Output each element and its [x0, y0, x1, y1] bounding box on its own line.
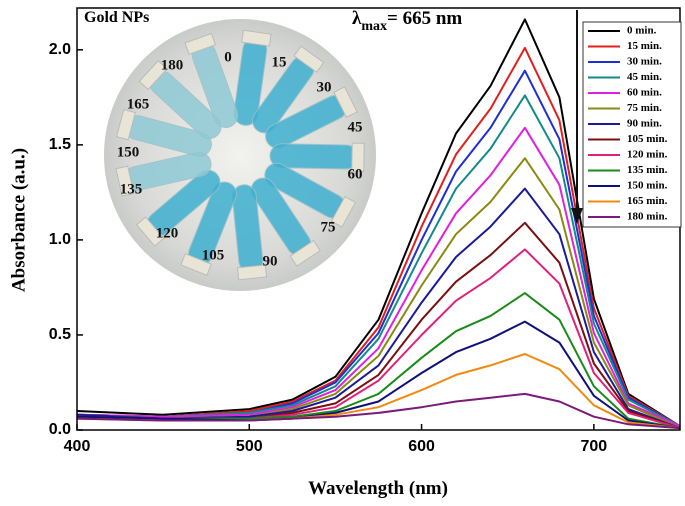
- tube-cap: [289, 239, 321, 267]
- tube: [233, 29, 272, 126]
- tube: [180, 181, 237, 276]
- inset-title: Gold NPs: [84, 9, 149, 26]
- inset-label: 165: [127, 96, 150, 112]
- inset-label: 120: [156, 225, 179, 241]
- lambda-value: = 665 nm: [387, 8, 462, 29]
- x-tick-label: 700: [581, 438, 608, 455]
- legend-label: 75 min.: [627, 102, 662, 114]
- tube: [115, 151, 212, 197]
- y-tick-label: 2.0: [49, 41, 71, 58]
- tube-cap: [351, 142, 365, 172]
- tube: [135, 169, 221, 247]
- legend-label: 135 min.: [627, 164, 668, 176]
- lambda-subscript: max: [361, 19, 387, 34]
- x-tick-label: 600: [408, 438, 435, 455]
- y-tick-label: 1.5: [49, 136, 71, 153]
- tube-cap: [138, 60, 168, 91]
- legend-label: 120 min.: [627, 149, 668, 161]
- tube-cap: [241, 29, 272, 47]
- legend-label: 150 min.: [627, 180, 668, 192]
- tube-cap: [115, 165, 135, 197]
- tube: [250, 177, 321, 267]
- tube-cap: [184, 32, 217, 55]
- inset-label: 150: [117, 144, 140, 160]
- tube-cap: [333, 86, 358, 119]
- y-tick-label: 1.0: [49, 231, 71, 248]
- tube: [231, 184, 268, 281]
- spectrum-line: [76, 46, 681, 428]
- x-axis-title: Wavelength (nm): [308, 478, 448, 499]
- annotation: λmax= 665 nm: [352, 8, 462, 34]
- legend-label: 180 min.: [627, 211, 668, 223]
- tube: [252, 45, 325, 134]
- inset-label: 0: [224, 49, 232, 65]
- y-tick-label: 0.0: [49, 421, 71, 438]
- tube: [184, 32, 239, 128]
- tube: [115, 108, 212, 157]
- tube: [138, 60, 222, 140]
- inset-photo: 0 15 30 45 60 75 90 105 120 135 150 165 180: [104, 19, 376, 291]
- legend-label: 30 min.: [627, 56, 662, 68]
- inset-label: 105: [202, 247, 225, 263]
- inset-label: 15: [272, 54, 287, 70]
- inset-label: 30: [317, 79, 332, 95]
- tube-cap: [135, 216, 165, 247]
- x-tick-label: 400: [64, 438, 91, 455]
- legend-label: 165 min.: [627, 195, 668, 207]
- y-tick-label: 0.5: [49, 326, 71, 343]
- lambda: λ: [352, 8, 362, 29]
- tube-cap: [330, 195, 357, 228]
- legend-label: 60 min.: [627, 87, 662, 99]
- tube: [269, 142, 365, 172]
- inset-label: 45: [348, 119, 363, 135]
- legend-label: 90 min.: [627, 118, 662, 130]
- inset-label: 60: [348, 166, 363, 182]
- tube: [264, 162, 357, 228]
- legend-label: 0 min.: [627, 25, 657, 37]
- arrow-head: [571, 208, 583, 224]
- tube-cap: [115, 108, 136, 141]
- y-axis-title: Absorbance (a.u.): [8, 148, 29, 292]
- inset-label: 75: [321, 219, 336, 235]
- legend-label: 45 min.: [627, 71, 662, 83]
- legend-label: 15 min.: [627, 40, 662, 52]
- spectrum-line: [76, 126, 681, 428]
- tube-cap: [236, 264, 268, 281]
- spectrum-line: [76, 94, 681, 428]
- tube-cap: [180, 253, 212, 276]
- spectrum-line: [76, 392, 681, 430]
- spectrum-line: [76, 292, 681, 430]
- inset-label: 135: [120, 181, 143, 197]
- tube-cap: [293, 45, 325, 73]
- inset-label: 180: [161, 57, 184, 73]
- legend-label: 105 min.: [627, 133, 668, 145]
- tube: [265, 86, 358, 149]
- spectrum-line: [76, 187, 681, 430]
- x-tick-label: 500: [236, 438, 263, 455]
- spectrum-line: [76, 18, 681, 428]
- inset-label: 90: [263, 253, 278, 269]
